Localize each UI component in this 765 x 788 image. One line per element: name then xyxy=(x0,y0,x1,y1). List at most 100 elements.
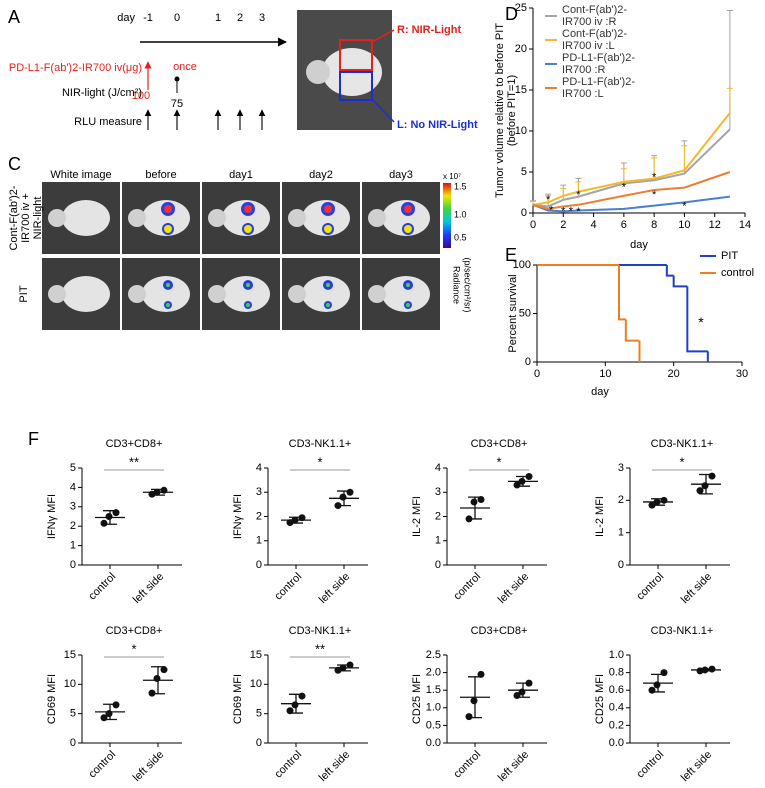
y-tick-label: 0.8 xyxy=(609,667,624,679)
data-point xyxy=(346,488,354,496)
mouse xyxy=(382,276,430,312)
y-tick-label: 2 xyxy=(70,520,76,532)
annotation: * xyxy=(569,205,574,217)
sd-bar xyxy=(651,673,665,693)
x-tick-label: 10 xyxy=(599,368,611,380)
signal xyxy=(326,303,330,307)
data-point xyxy=(298,692,306,700)
significance: * xyxy=(317,454,322,469)
y-axis-label: CD25 MFI xyxy=(594,674,606,724)
signal xyxy=(164,205,172,213)
y-tick-label: 0.2 xyxy=(609,719,624,731)
mouse-head xyxy=(368,285,386,303)
x-tick-label: left side xyxy=(679,749,714,784)
legend: Cont-F(ab')2-IR700 iv :R Cont-F(ab')2-IR7… xyxy=(545,4,650,100)
y-tick-label: 1.0 xyxy=(426,702,441,714)
survival-step xyxy=(665,265,674,277)
signal xyxy=(244,205,252,213)
signal xyxy=(164,225,172,233)
y-tick-label: 0.4 xyxy=(609,702,624,714)
chart-title: CD3-NK1.1+ xyxy=(289,625,352,637)
mouse-head xyxy=(288,285,306,303)
series-line xyxy=(532,171,731,210)
x-tick-label: 30 xyxy=(736,368,748,380)
legend-item: Cont-F(ab')2-IR700 iv :L xyxy=(545,28,650,52)
y-axis-label: (before PIT=1) xyxy=(506,75,518,146)
y-axis-label: IFNγ MFI xyxy=(46,494,58,539)
mouse xyxy=(382,200,430,236)
y-tick-label: 2 xyxy=(256,510,262,522)
timing: once xyxy=(173,61,197,73)
annotation: * xyxy=(576,206,581,218)
series-line xyxy=(532,112,731,206)
y-tick-label: 1.0 xyxy=(609,649,624,661)
y-tick-label: 0 xyxy=(618,559,624,571)
legend-swatch xyxy=(545,63,557,65)
data-point xyxy=(653,681,661,689)
rlu-arrows xyxy=(144,109,266,130)
mouse xyxy=(142,200,190,236)
antibody: PD-L1-F(ab')2-IR700 iv(μg) xyxy=(9,62,142,74)
error-bar xyxy=(651,157,658,179)
x-tick-label: left side xyxy=(131,571,166,606)
annotation: * xyxy=(698,314,704,330)
y-tick-label: 3 xyxy=(618,462,624,474)
pointer xyxy=(371,98,395,123)
y-axis-label: CD69 MFI xyxy=(232,674,244,724)
row-label: NIR-light xyxy=(32,197,44,240)
y-tick-label: 5 xyxy=(70,708,76,720)
y-tick-label: 0.6 xyxy=(609,684,624,696)
error-bar xyxy=(726,87,733,113)
survival-step xyxy=(686,286,708,353)
nir-dose: 75 xyxy=(171,98,183,110)
day: 0 xyxy=(174,12,180,24)
colorbar-label: Radiance xyxy=(452,266,462,304)
x-tick-label: control xyxy=(86,749,118,781)
data-point xyxy=(477,670,485,678)
sd-bar xyxy=(699,473,713,495)
data-point xyxy=(696,487,704,495)
y-tick-label: 0 xyxy=(256,559,262,571)
day: 2 xyxy=(237,12,243,24)
panel-a: A day -1 0 1 2 3 PD-L1-F(ab')2-IR700 iv(… xyxy=(8,7,287,130)
x-tick-label: left side xyxy=(317,571,352,606)
significance: ** xyxy=(129,454,139,469)
y-tick-label: 100 xyxy=(513,259,531,271)
y-tick-label: 25 xyxy=(515,2,527,14)
data-point xyxy=(477,496,485,504)
x-tick-label: control xyxy=(272,749,304,781)
sd-bar xyxy=(289,693,303,714)
sd-bar xyxy=(516,682,530,698)
error-bar xyxy=(560,187,567,196)
signal xyxy=(244,225,252,233)
chart-title: CD3+CD8+ xyxy=(471,625,528,637)
mouse-head xyxy=(48,285,66,303)
y-tick-label: 10 xyxy=(250,678,262,690)
y-tick-label: 5 xyxy=(70,462,76,474)
x-tick-label: 14 xyxy=(739,219,751,231)
row-label: PIT xyxy=(18,285,30,302)
mouse-head xyxy=(128,285,146,303)
y-axis-label: IFNγ MFI xyxy=(232,494,244,539)
sd-bar xyxy=(468,496,482,520)
mouse-head xyxy=(306,60,330,84)
day: -1 xyxy=(143,12,153,24)
legend-item: PD-L1-F(ab')2-IR700 :L xyxy=(545,76,650,100)
dose: 100 xyxy=(132,90,150,102)
x-tick-label: 6 xyxy=(621,219,627,231)
legend-item: PD-L1-F(ab')2-IR700 :R xyxy=(545,52,650,76)
data-point xyxy=(160,666,168,674)
y-tick-label: 10 xyxy=(64,678,76,690)
y-axis-label: IL-2 MFI xyxy=(411,496,423,537)
x-tick-label: 0 xyxy=(534,368,540,380)
x-tick-label: control xyxy=(272,571,304,603)
signal xyxy=(324,205,332,213)
y-tick-label: 0.0 xyxy=(426,737,441,749)
data-point xyxy=(660,496,668,504)
x-tick-label: 10 xyxy=(678,219,690,231)
nir: NIR-light (J/cm²) xyxy=(62,87,142,99)
legend-label: PD-L1-F(ab')2-IR700 :L xyxy=(562,76,636,100)
x-tick-label: control xyxy=(634,749,666,781)
